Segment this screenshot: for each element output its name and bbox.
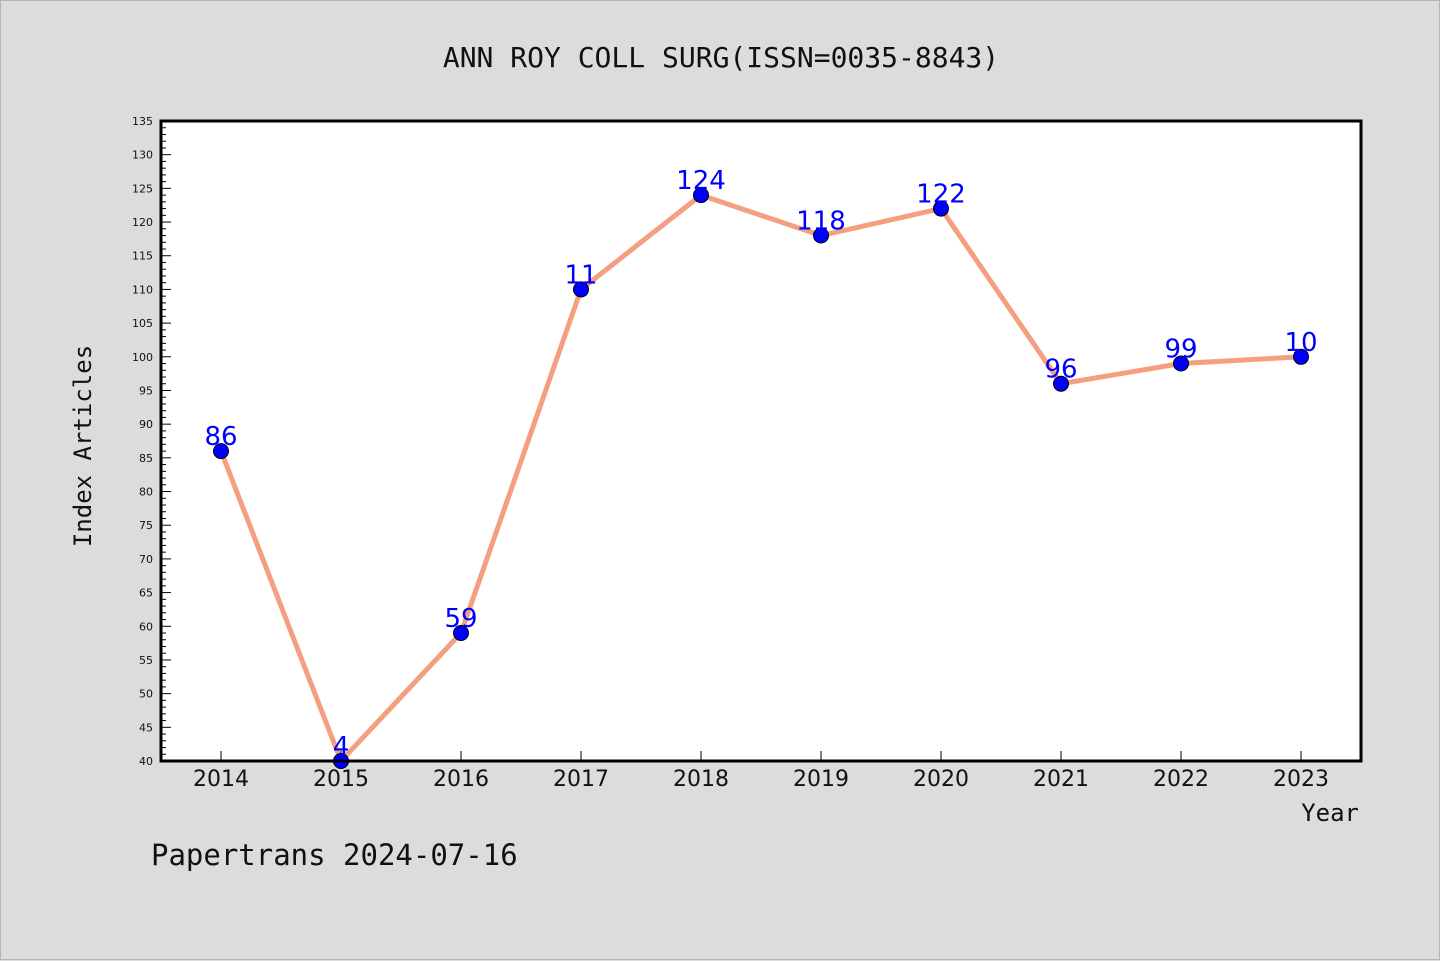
data-point xyxy=(213,443,229,460)
x-tick-label: 2014 xyxy=(193,767,249,792)
data-label: 96 xyxy=(1044,355,1077,385)
data-label: 124 xyxy=(676,166,726,196)
series-layer: 86 4 59 11 124 118 122 96 99 10 xyxy=(204,166,1318,769)
data-point xyxy=(573,281,589,298)
data-point xyxy=(1173,355,1189,372)
x-tick-label: 2022 xyxy=(1153,767,1209,792)
y-tick-label: 55 xyxy=(139,654,153,667)
x-tick-label: 2018 xyxy=(673,767,729,792)
x-tick-label: 2015 xyxy=(313,767,369,792)
y-tick-label: 100 xyxy=(132,351,153,364)
x-tick-label: 2021 xyxy=(1033,767,1089,792)
x-tick-label: 2016 xyxy=(433,767,489,792)
y-tick-label: 110 xyxy=(132,283,153,296)
x-tick-label: 2019 xyxy=(793,767,849,792)
data-point xyxy=(933,200,949,217)
data-label: 99 xyxy=(1164,335,1197,365)
y-tick-label: 125 xyxy=(132,182,153,195)
plot-frame xyxy=(159,119,1363,763)
x-tick-label: 2017 xyxy=(553,767,609,792)
data-point xyxy=(1053,375,1069,392)
data-label: 4 xyxy=(333,732,350,762)
y-tick-label: 80 xyxy=(139,486,153,499)
y-tick-label: 120 xyxy=(132,216,153,229)
data-point xyxy=(693,187,709,204)
y-tick-label: 75 xyxy=(139,519,153,532)
y-tick-label: 115 xyxy=(132,250,153,263)
x-tick-label: 2020 xyxy=(913,767,969,792)
data-label: 59 xyxy=(444,604,477,634)
data-label: 118 xyxy=(796,207,846,237)
plot-area xyxy=(161,121,1361,761)
y-axis-label: Index Articles xyxy=(69,345,97,547)
data-point xyxy=(453,625,469,641)
data-label: 10 xyxy=(1284,328,1317,358)
y-tick-label: 40 xyxy=(139,755,153,768)
x-tick-label: 2023 xyxy=(1273,767,1329,792)
data-label: 11 xyxy=(564,260,597,290)
y-axis-ticks: 40 45 50 55 60 65 70 75 80 85 90 95 100 105 110 115 120 1… xyxy=(132,115,171,768)
data-point xyxy=(1293,348,1309,365)
y-tick-label: 60 xyxy=(139,620,153,633)
y-tick-label: 105 xyxy=(132,317,153,330)
data-label: 86 xyxy=(204,422,237,452)
x-axis-ticks: 2014 2015 2016 2017 2018 2019 2020 2021 2022 2023 xyxy=(193,751,1329,792)
data-point xyxy=(813,227,829,244)
y-tick-label: 90 xyxy=(139,418,153,431)
y-tick-label: 135 xyxy=(132,115,153,128)
chart-title: ANN ROY COLL SURG(ISSN=0035-8843) xyxy=(443,41,999,74)
y-tick-label: 95 xyxy=(139,384,153,397)
y-tick-label: 130 xyxy=(132,149,153,162)
y-tick-label: 45 xyxy=(139,721,153,734)
y-tick-label: 50 xyxy=(139,688,153,701)
series-line xyxy=(218,192,1304,764)
x-axis-label: Year xyxy=(1301,799,1359,827)
footer-text: Papertrans 2024-07-16 xyxy=(151,838,518,872)
data-label: 122 xyxy=(916,180,966,210)
y-tick-label: 85 xyxy=(139,452,153,465)
y-tick-label: 65 xyxy=(139,587,153,600)
y-tick-label: 70 xyxy=(139,553,153,566)
